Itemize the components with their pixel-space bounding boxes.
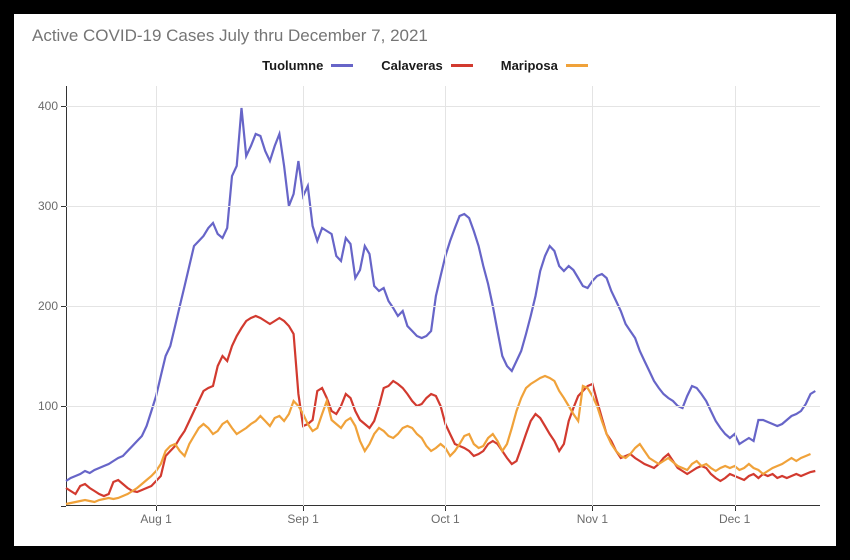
gridline-vertical xyxy=(303,86,304,506)
line-series-layer xyxy=(66,86,820,506)
y-tick-mark xyxy=(61,506,66,507)
gridline-horizontal xyxy=(66,206,820,207)
y-tick-mark xyxy=(61,106,66,107)
chart-title: Active COVID-19 Cases July thru December… xyxy=(32,26,428,46)
x-tick-mark xyxy=(445,506,446,511)
x-tick-label: Dec 1 xyxy=(719,512,750,526)
x-tick-mark xyxy=(592,506,593,511)
gridline-horizontal xyxy=(66,306,820,307)
legend-swatch xyxy=(331,64,353,67)
gridline-horizontal xyxy=(66,106,820,107)
gridline-vertical xyxy=(156,86,157,506)
gridline-vertical xyxy=(735,86,736,506)
plot-area: 100200300400Aug 1Sep 1Oct 1Nov 1Dec 1 xyxy=(66,86,820,506)
y-tick-mark xyxy=(61,306,66,307)
y-tick-label: 200 xyxy=(38,299,58,313)
chart-card: Active COVID-19 Cases July thru December… xyxy=(14,14,836,546)
legend-item-calaveras[interactable]: Calaveras xyxy=(381,58,472,73)
y-tick-label: 400 xyxy=(38,99,58,113)
x-tick-mark xyxy=(303,506,304,511)
y-tick-mark xyxy=(61,406,66,407)
legend-label: Calaveras xyxy=(381,58,442,73)
legend-label: Tuolumne xyxy=(262,58,323,73)
y-tick-mark xyxy=(61,206,66,207)
gridline-vertical xyxy=(445,86,446,506)
legend-label: Mariposa xyxy=(501,58,558,73)
legend-swatch xyxy=(566,64,588,67)
legend-item-mariposa[interactable]: Mariposa xyxy=(501,58,588,73)
legend-swatch xyxy=(451,64,473,67)
legend: Tuolumne Calaveras Mariposa xyxy=(14,58,836,73)
x-tick-label: Sep 1 xyxy=(287,512,318,526)
x-tick-mark xyxy=(156,506,157,511)
gridline-vertical xyxy=(592,86,593,506)
series-line-tuolumne xyxy=(66,108,815,481)
x-tick-label: Nov 1 xyxy=(577,512,608,526)
x-tick-label: Oct 1 xyxy=(431,512,460,526)
y-tick-label: 100 xyxy=(38,399,58,413)
legend-item-tuolumne[interactable]: Tuolumne xyxy=(262,58,353,73)
gridline-horizontal xyxy=(66,406,820,407)
y-tick-label: 300 xyxy=(38,199,58,213)
x-tick-label: Aug 1 xyxy=(140,512,171,526)
x-tick-mark xyxy=(735,506,736,511)
